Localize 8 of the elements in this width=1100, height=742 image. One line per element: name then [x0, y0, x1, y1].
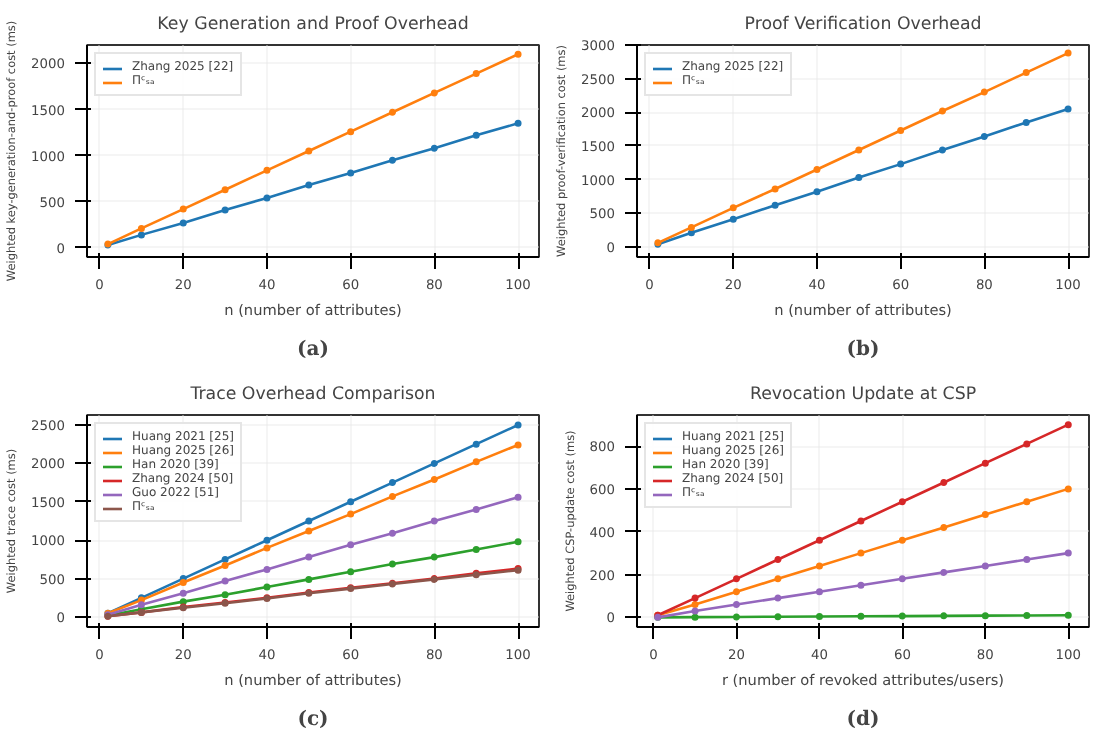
chart-title: Trace Overhead Comparison: [188, 385, 436, 405]
chart-title: Key Generation and Proof Overhead: [157, 15, 469, 35]
text: (d): [846, 709, 880, 731]
chart-title: Proof Verification Overhead: [744, 15, 982, 35]
text: (b): [846, 339, 880, 361]
chart-title: Revocation Update at CSP: [749, 385, 977, 405]
text: (c): [297, 709, 329, 731]
text: (a): [297, 339, 329, 361]
